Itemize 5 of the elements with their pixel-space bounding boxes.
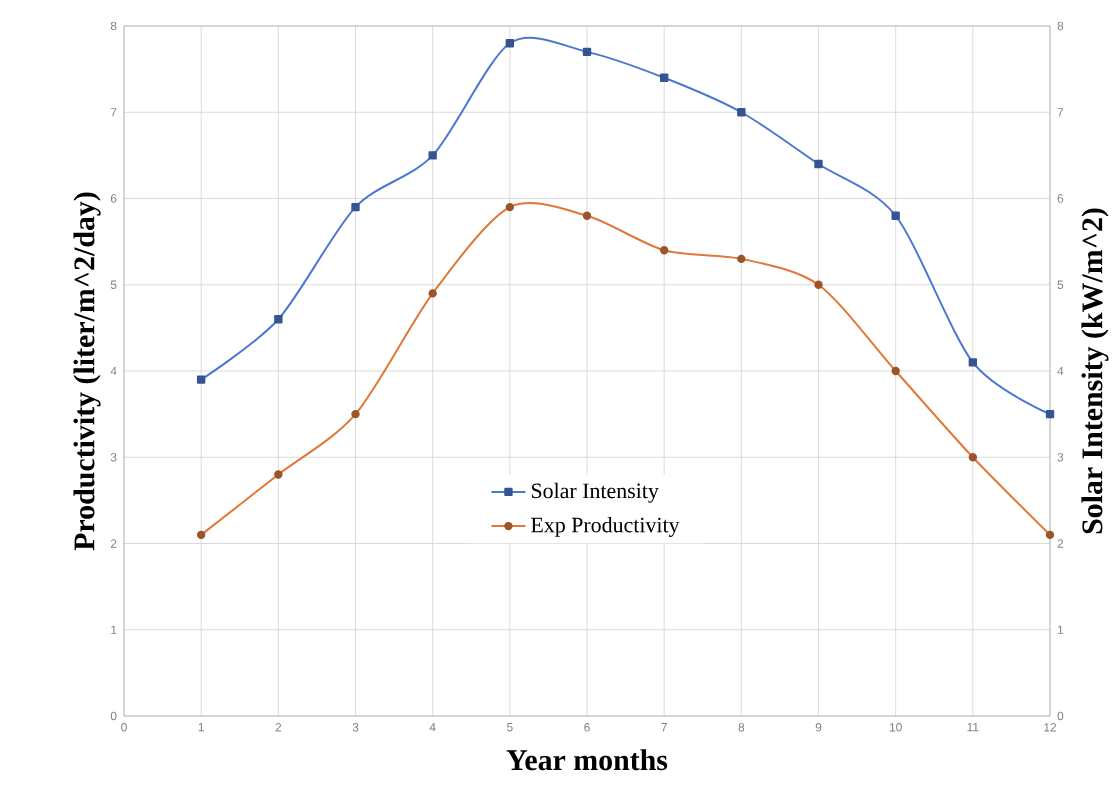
legend-label: Solar Intensity bbox=[531, 482, 659, 503]
legend-label: Exp Productivity bbox=[531, 517, 680, 537]
y-axis-title: Productivity (liter/m^2/day) bbox=[73, 192, 101, 551]
y2-axis-title: Solar Intensity (kW/m^2) bbox=[1081, 208, 1109, 534]
x-axis-title: Year months bbox=[506, 749, 668, 771]
